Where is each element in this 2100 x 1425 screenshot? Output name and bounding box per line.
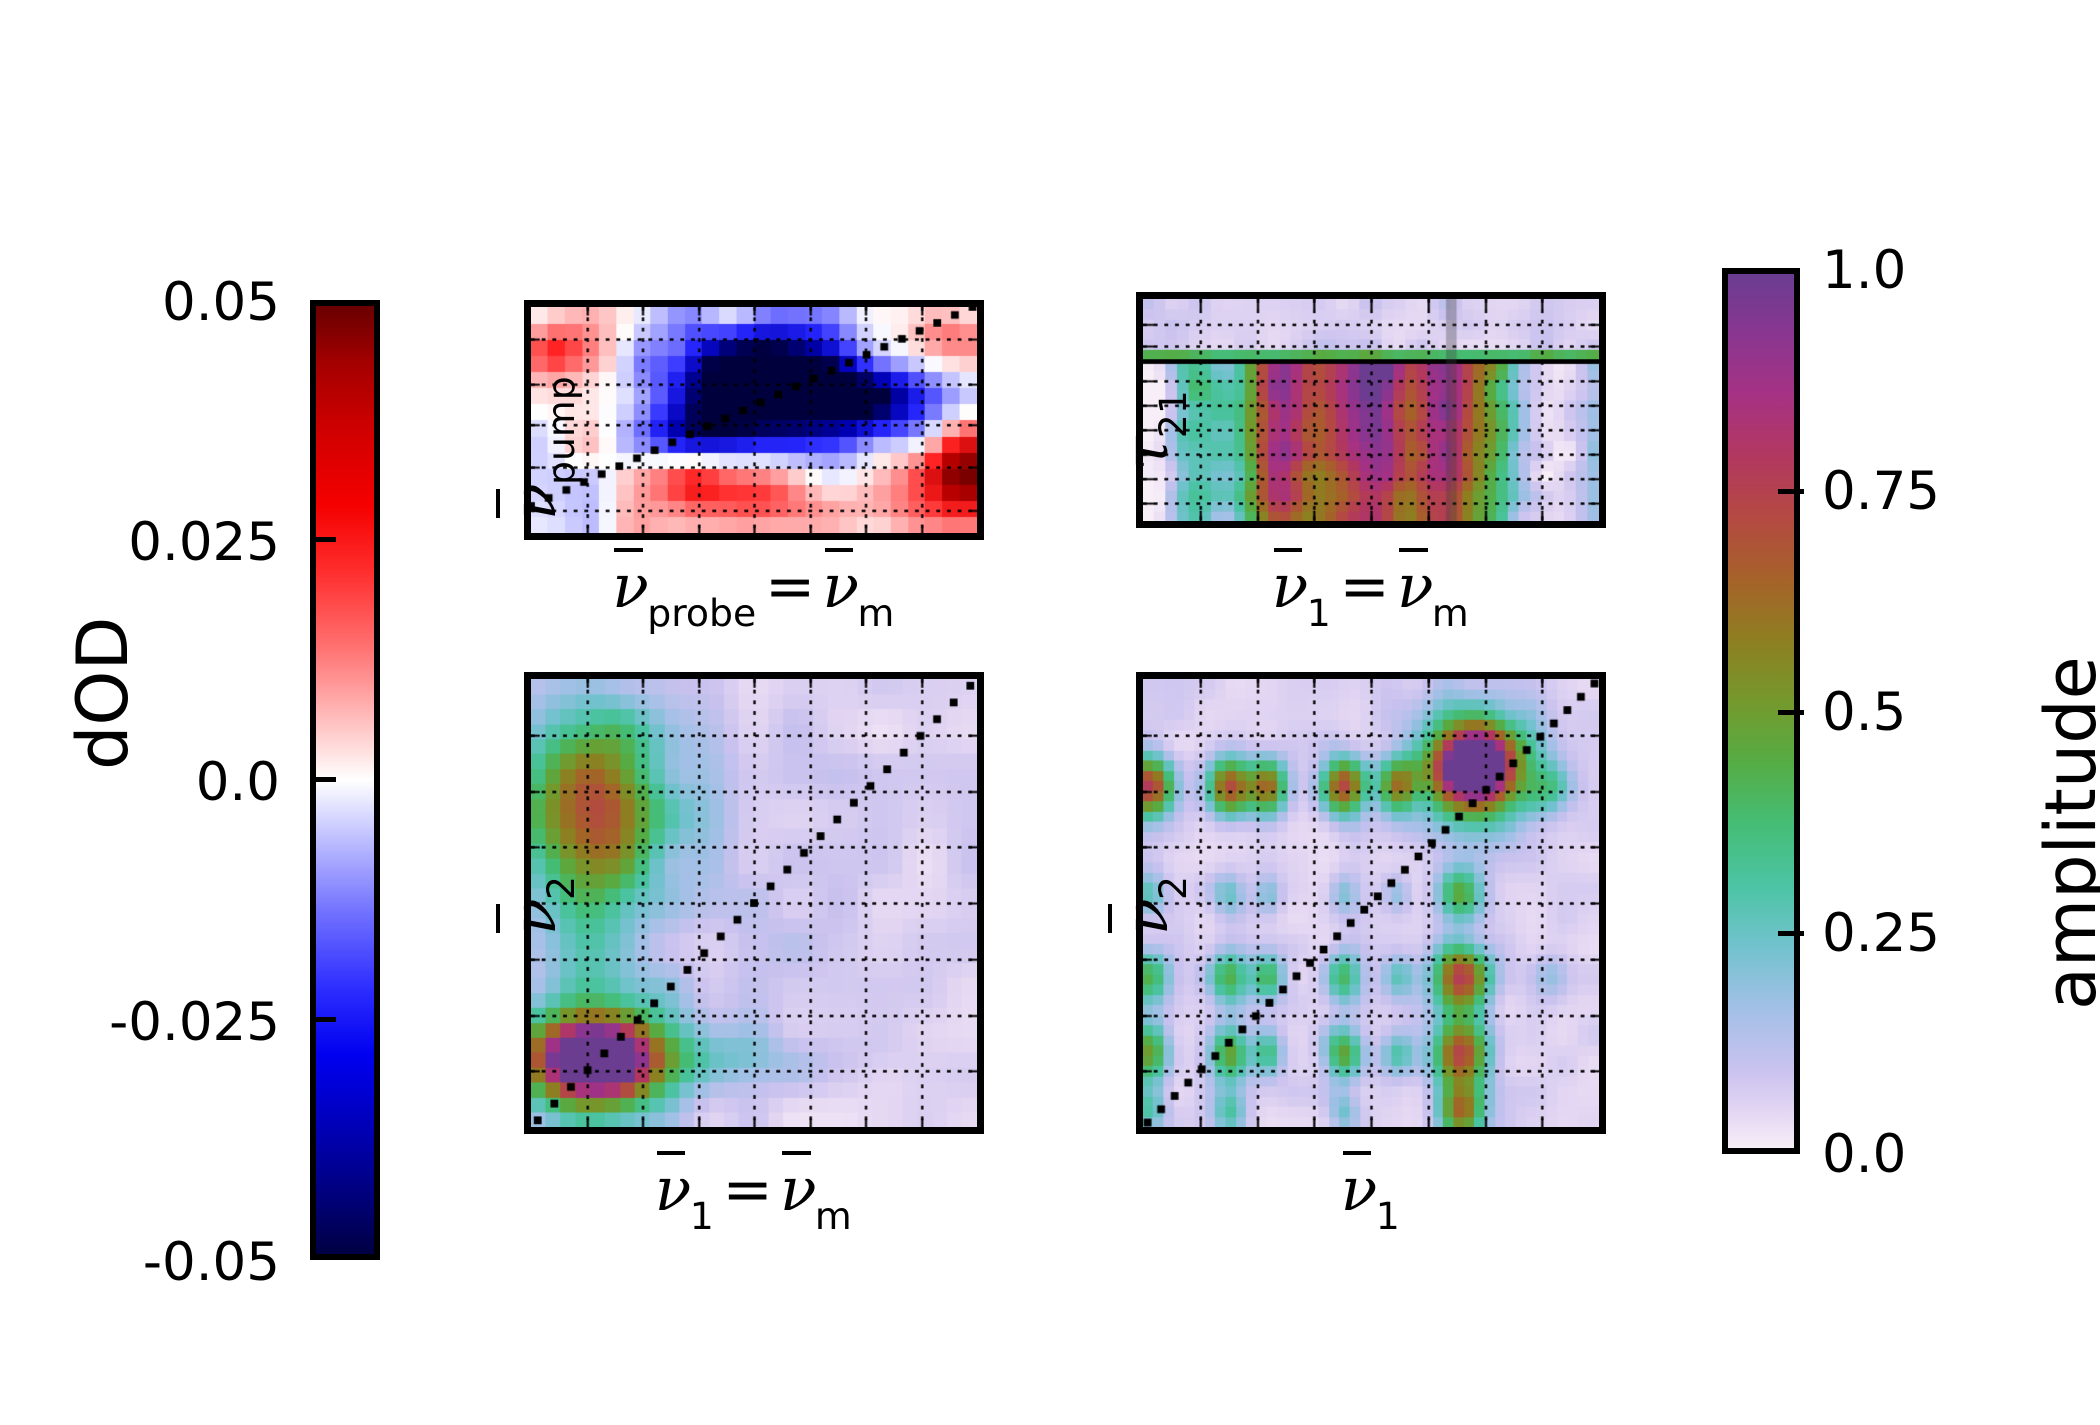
subscript-pump: pump — [539, 376, 584, 486]
amplitude-tick-mark-3 — [1778, 931, 1804, 936]
subscript-2: 2 — [1151, 875, 1196, 901]
panel-2d-spectrum[interactable] — [1136, 672, 1606, 1134]
panel-tau21-grid — [1143, 299, 1599, 521]
subscript-1: 1 — [689, 1194, 714, 1239]
dod-tick-label-1: 0.025 — [128, 512, 280, 573]
subscript-1: 1 — [1306, 591, 1331, 636]
dod-colorbar-group: dOD 0.05 0.025 0.0 -0.025 -0.05 — [0, 0, 520, 1425]
panel-pump-probe-ylabel: ν pump — [496, 375, 583, 520]
nu-bar-glyph: ν — [655, 1151, 691, 1225]
nu-bar-glyph: ν — [1108, 899, 1182, 935]
panel-2d-spectrum-grid — [1143, 679, 1599, 1127]
panel-tau21[interactable] — [1136, 292, 1606, 528]
nu-bar-glyph: ν — [496, 484, 570, 520]
nu-bar-glyph: ν — [612, 548, 649, 622]
dod-tick-mark-2 — [310, 777, 336, 782]
amplitude-tick-mark-2 — [1778, 710, 1804, 715]
subscript-1: 1 — [1375, 1194, 1400, 1239]
amplitude-tick-label-2: 0.5 — [1822, 682, 1907, 743]
panel-2d-corr[interactable] — [524, 672, 984, 1134]
tau-glyph: τ — [1112, 436, 1182, 470]
equals-sign: = — [1339, 552, 1390, 622]
subscript-m: m — [814, 1194, 852, 1239]
subscript-m: m — [1431, 591, 1469, 636]
nu-bar-glyph: ν — [780, 1151, 816, 1225]
amplitude-tick-label-3: 0.25 — [1822, 903, 1941, 964]
amplitude-tick-mark-1 — [1778, 489, 1804, 494]
subscript-2: 2 — [539, 875, 584, 901]
dod-tick-label-0: 0.05 — [161, 272, 280, 333]
amplitude-tick-label-1: 0.75 — [1822, 461, 1941, 522]
panel-tau21-xlabel: ν 1 = ν m — [1136, 548, 1606, 635]
dod-tick-mark-3 — [310, 1017, 336, 1022]
subscript-21: 21 — [1151, 390, 1196, 439]
dod-tick-mark-1 — [310, 537, 336, 542]
equals-sign: = — [722, 1155, 773, 1225]
nu-bar-glyph: ν — [822, 548, 859, 622]
nu-bar-glyph: ν — [1341, 1151, 1377, 1225]
subscript-probe: probe — [647, 591, 757, 636]
nu-bar-glyph: ν — [1397, 548, 1433, 622]
panel-2d-corr-grid — [531, 679, 977, 1127]
amplitude-colorbar-group: 1.0 0.75 0.5 0.25 0.0 amplitude — [1700, 0, 2100, 1425]
subscript-m: m — [857, 591, 895, 636]
nu-bar-glyph: ν — [1272, 548, 1308, 622]
dod-tick-label-4: -0.05 — [142, 1232, 280, 1293]
panel-pump-probe-grid — [531, 307, 977, 533]
amplitude-colorbar-title: amplitude — [2030, 656, 2100, 1010]
equals-sign: = — [764, 552, 816, 622]
dod-colorbar-title: dOD — [62, 616, 144, 770]
panel-tau21-ylabel: τ21 — [1112, 389, 1195, 470]
amplitude-tick-label-4: 0.0 — [1822, 1124, 1907, 1185]
dod-tick-label-2: 0.0 — [195, 752, 280, 813]
amplitude-tick-label-0: 1.0 — [1822, 240, 1907, 301]
nu-bar-glyph: ν — [496, 899, 570, 935]
panel-pump-probe[interactable] — [524, 300, 984, 540]
panel-pump-probe-xlabel: ν probe = ν m — [524, 548, 984, 635]
panel-2d-corr-xlabel: ν 1 = ν m — [524, 1151, 984, 1238]
dod-tick-label-3: -0.025 — [109, 992, 280, 1053]
